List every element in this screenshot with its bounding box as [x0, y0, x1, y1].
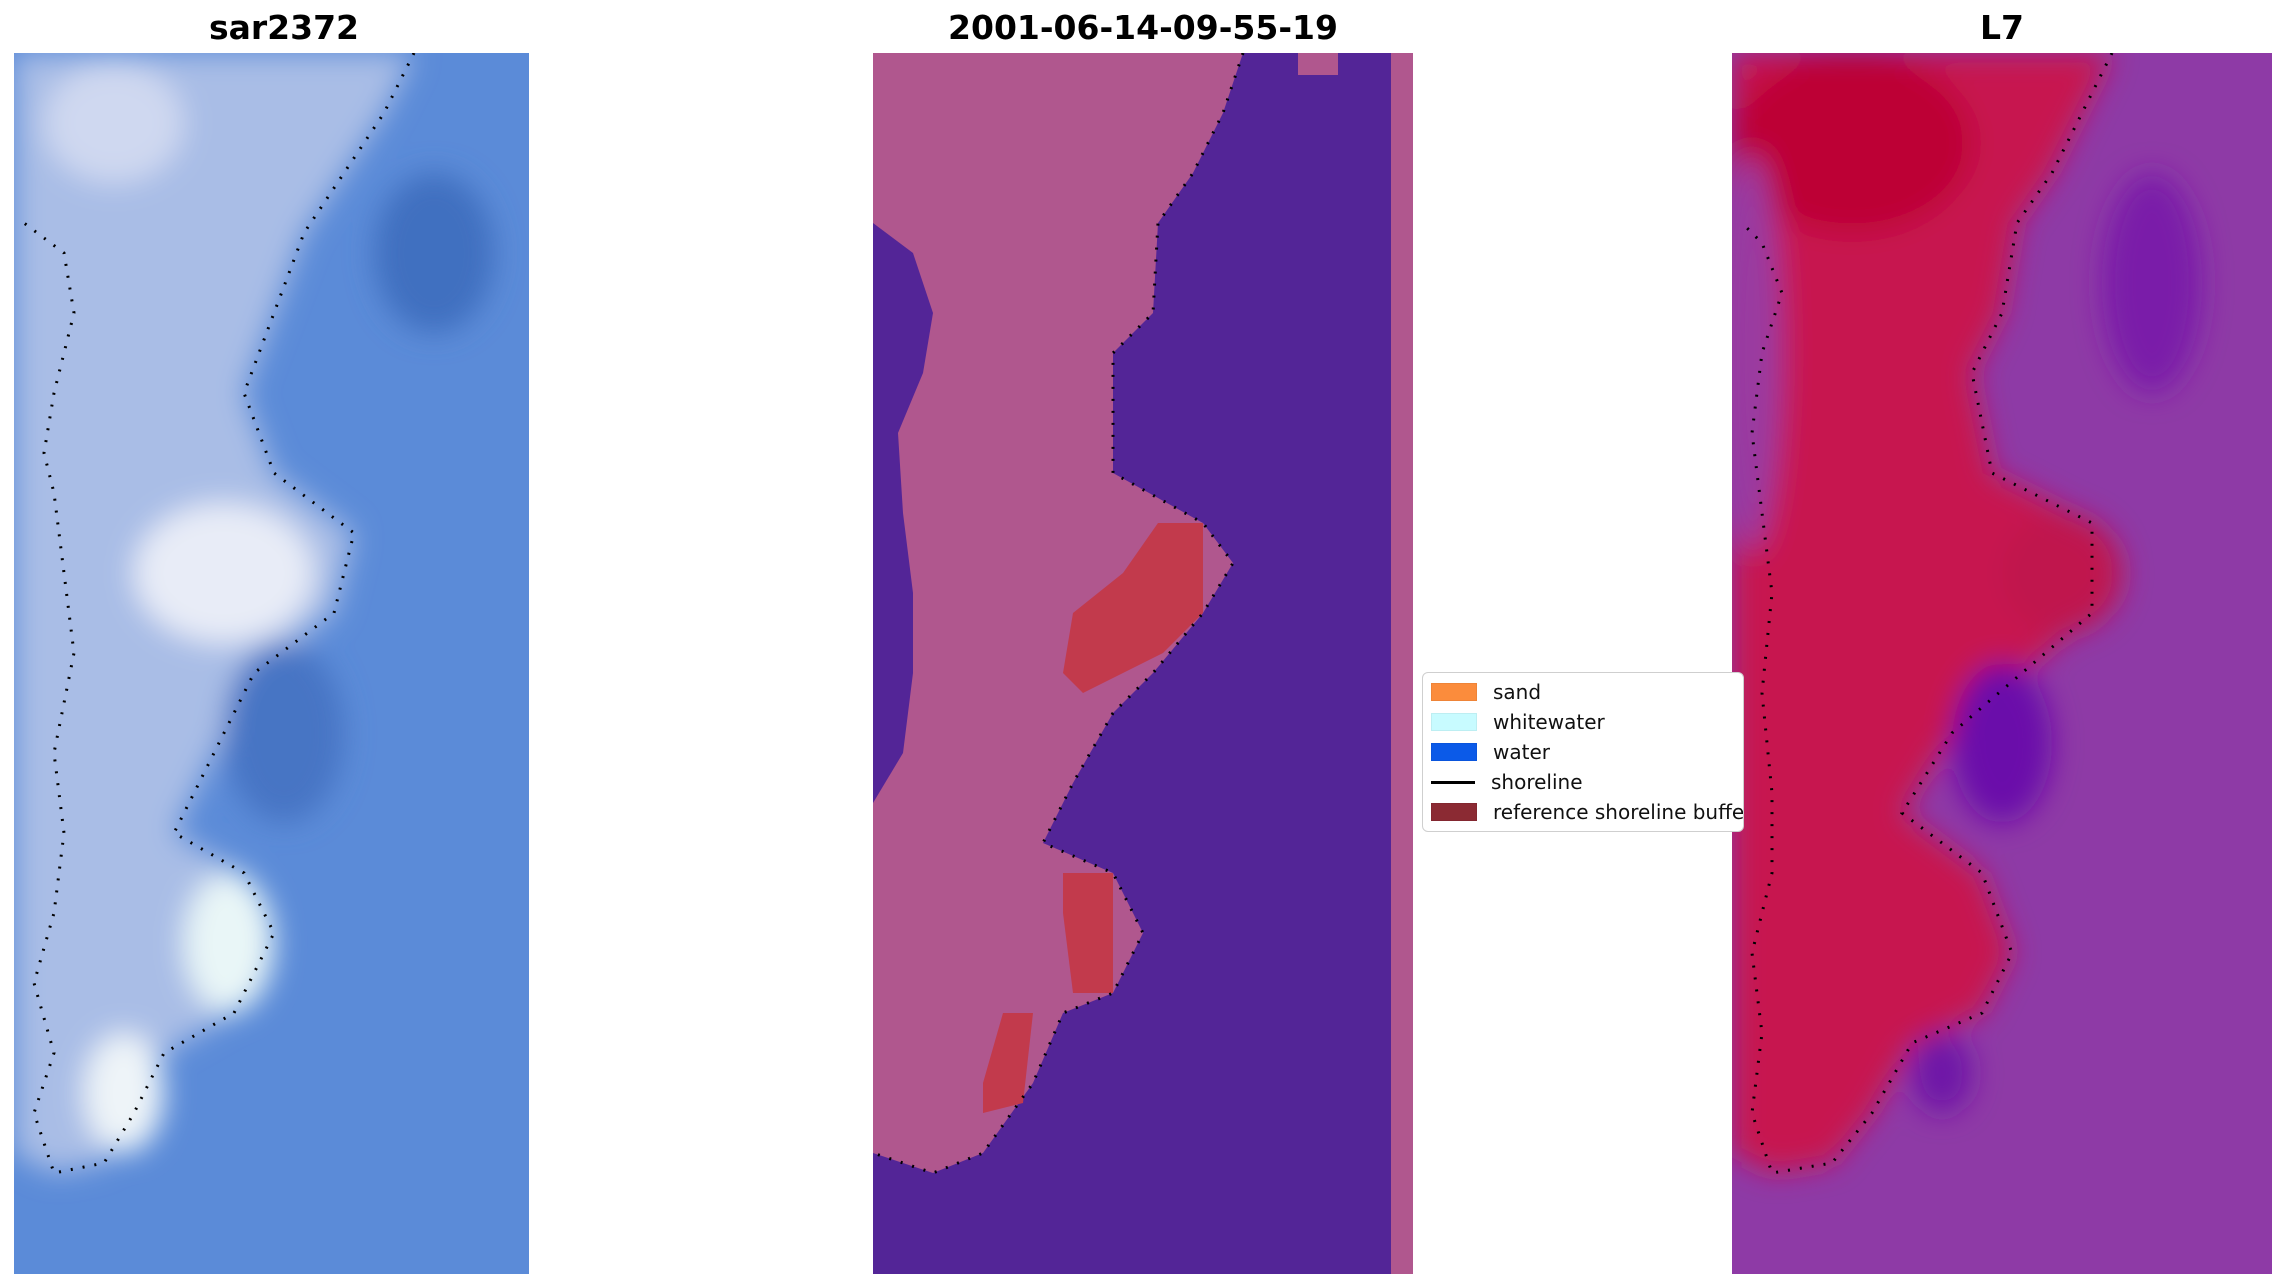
whitewater-swatch: [1431, 713, 1477, 731]
legend-item-sand: sand: [1431, 679, 1541, 705]
panel-title-date: 2001-06-14-09-55-19: [948, 8, 1338, 47]
reference-buffer-swatch: [1431, 803, 1477, 821]
rgb-image: [14, 53, 529, 1274]
shoreline-path: [1740, 53, 2114, 1175]
panel-title-l7: L7: [1980, 8, 2024, 47]
legend-label: reference shoreline buffer: [1493, 800, 1744, 824]
classified-image-panel: [873, 53, 1413, 1274]
legend-item-whitewater: whitewater: [1431, 709, 1605, 735]
index-image-panel: [1732, 53, 2272, 1274]
top-land-block: [1298, 53, 1338, 75]
legend-label: whitewater: [1493, 710, 1605, 734]
legend-item-reference-buffer: reference shoreline buffer: [1431, 799, 1744, 825]
rgb-image-panel: [14, 53, 529, 1274]
legend-label: water: [1493, 740, 1550, 764]
reference-buffer-region: [983, 1013, 1033, 1113]
classified-image: [873, 53, 1413, 1274]
reference-buffer-region: [1063, 873, 1113, 993]
panel-title-sar2372: sar2372: [208, 8, 360, 47]
shoreline-line-swatch: [1431, 780, 1475, 784]
reference-buffer-region: [1063, 523, 1203, 693]
legend-label: shoreline: [1491, 770, 1583, 794]
index-image: [1732, 53, 2272, 1274]
legend-label: sand: [1493, 680, 1542, 704]
legend-item-water: water: [1431, 739, 1550, 765]
legend: sand whitewater water shoreline referenc…: [1422, 672, 1744, 832]
right-edge-strip: [1391, 53, 1413, 1274]
legend-item-shoreline: shoreline: [1431, 769, 1583, 795]
sand-swatch: [1431, 683, 1477, 701]
water-swatch: [1431, 743, 1477, 761]
